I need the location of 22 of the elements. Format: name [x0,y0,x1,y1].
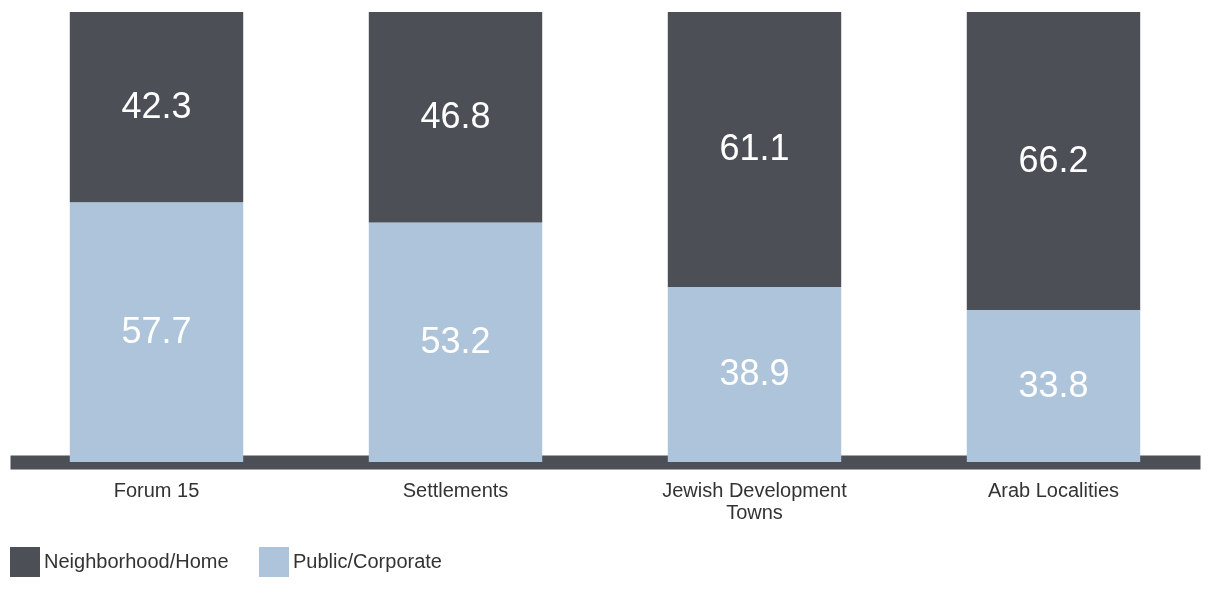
x-tick-label: Settlements [402,478,509,501]
bar [69,12,244,203]
data-label: 46.8 [420,95,491,137]
x-tick-label: Jewish Development Towns [662,478,848,523]
data-label: 42.3 [121,85,192,127]
data-label: 38.9 [719,352,790,394]
bar [368,222,543,462]
bar [69,202,244,462]
legend-label: Public/Corporate [293,550,442,572]
data-label: 57.7 [121,310,192,352]
bar [667,12,842,287]
x-tick-label: Forum 15 [113,478,200,501]
legend-label: Neighborhood/Home [44,550,229,572]
data-label: 53.2 [420,320,491,362]
bar [966,12,1141,310]
data-label: 33.8 [1018,363,1089,405]
data-label: 66.2 [1018,138,1089,180]
bar [667,286,842,462]
bar [966,309,1141,462]
bar [368,12,543,223]
x-tick-label: Arab Localities [987,478,1120,501]
data-label: 61.1 [719,127,790,169]
